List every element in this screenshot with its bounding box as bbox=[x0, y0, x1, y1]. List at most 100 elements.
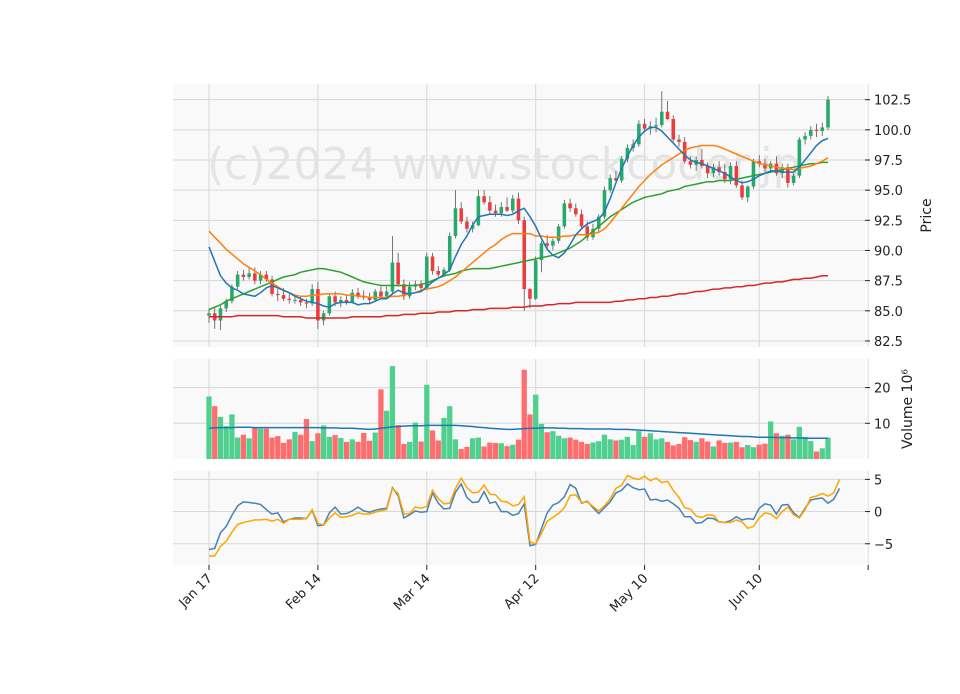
candle-down bbox=[671, 118, 676, 140]
volume-bar-down bbox=[521, 369, 527, 459]
volume-bar-up bbox=[424, 384, 430, 459]
volume-bar-up bbox=[441, 417, 447, 459]
volume-bar-up bbox=[384, 410, 390, 459]
volume-bar-up bbox=[596, 441, 602, 459]
candle-up bbox=[797, 139, 802, 176]
volume-bar-down bbox=[366, 440, 373, 459]
volume-bar-down bbox=[212, 406, 218, 459]
volume-bar-down bbox=[361, 432, 367, 459]
candle-up bbox=[235, 274, 240, 287]
candle-up bbox=[321, 313, 326, 321]
candle-down bbox=[585, 226, 590, 238]
candle-up bbox=[608, 178, 612, 191]
candle-down bbox=[814, 129, 819, 132]
candle-up bbox=[470, 225, 475, 229]
candle-up bbox=[539, 243, 544, 261]
price-axis-tick-label: 95.0 bbox=[874, 184, 903, 199]
candle-down bbox=[298, 299, 303, 303]
candle-down bbox=[493, 210, 498, 214]
volume-bar-up bbox=[406, 441, 413, 459]
candle-down bbox=[287, 298, 292, 300]
candle-down bbox=[774, 163, 779, 174]
candle-down bbox=[241, 274, 246, 278]
candle-up bbox=[407, 286, 412, 297]
candle-down bbox=[568, 203, 572, 209]
candle-up bbox=[809, 129, 813, 136]
candle-down bbox=[505, 207, 509, 211]
candle-down bbox=[522, 220, 527, 290]
volume-bar-down bbox=[682, 437, 688, 459]
candle-down bbox=[396, 262, 400, 285]
candle-up bbox=[562, 203, 567, 227]
candle-up bbox=[711, 167, 716, 174]
candle-up bbox=[791, 175, 796, 183]
volume-bar-down bbox=[487, 442, 493, 459]
candle-up bbox=[350, 292, 355, 303]
volume-bar-up bbox=[808, 441, 814, 459]
volume-bar-down bbox=[303, 419, 310, 459]
price-axis-tick-label: 87.5 bbox=[874, 275, 903, 290]
x-tick-label: Mar 14 bbox=[391, 571, 434, 614]
candle-down bbox=[281, 295, 286, 299]
candle-down bbox=[436, 270, 441, 275]
volume-bar-down bbox=[527, 414, 533, 459]
volume-bar-up bbox=[372, 432, 378, 459]
volume-bar-up bbox=[659, 438, 665, 459]
price-axis-label: Price bbox=[919, 198, 935, 232]
volume-bar-down bbox=[687, 440, 694, 459]
volume-bar-up bbox=[607, 439, 613, 459]
candle-down bbox=[356, 292, 360, 297]
volume-bar-up bbox=[802, 436, 808, 459]
volume-bar-up bbox=[550, 431, 556, 459]
volume-bar-up bbox=[389, 366, 396, 459]
volume-bar-up bbox=[533, 394, 539, 459]
x-tick-label: Jun 10 bbox=[726, 571, 766, 611]
volume-bar-up bbox=[653, 439, 659, 459]
volume-bar-up bbox=[338, 437, 344, 459]
candle-down bbox=[333, 296, 337, 303]
candle-down bbox=[705, 166, 710, 174]
volume-bar-up bbox=[601, 434, 608, 459]
candle-up bbox=[820, 127, 825, 132]
volume-bar-up bbox=[452, 439, 459, 459]
volume-bar-down bbox=[613, 440, 619, 459]
volume-bar-down bbox=[458, 449, 464, 459]
candle-down bbox=[677, 139, 681, 142]
volume-bar-down bbox=[429, 430, 436, 459]
volume-bar-down bbox=[315, 433, 321, 459]
volume-bar-up bbox=[292, 431, 298, 459]
candle-up bbox=[373, 291, 377, 300]
candle-down bbox=[688, 161, 693, 165]
volume-bar-up bbox=[510, 444, 516, 459]
ma50-line bbox=[208, 161, 828, 311]
volume-bar-down bbox=[544, 432, 550, 459]
x-tick-label: May 10 bbox=[607, 571, 651, 615]
candle-up bbox=[826, 99, 830, 128]
volume-bar-down bbox=[641, 436, 648, 459]
ma5-line bbox=[208, 126, 829, 308]
volume-bar-down bbox=[395, 425, 401, 459]
volume-bar-down bbox=[733, 441, 739, 459]
candle-down bbox=[574, 208, 578, 215]
volume-bar-down bbox=[280, 442, 287, 459]
volume-bar-down bbox=[739, 447, 745, 459]
candle-down bbox=[642, 123, 647, 129]
candle-down bbox=[786, 167, 790, 183]
volume-bar-down bbox=[756, 444, 762, 459]
candle-up bbox=[247, 273, 251, 278]
oscillator-axis-tick-label: 5 bbox=[874, 473, 882, 488]
volume-bar-down bbox=[378, 389, 384, 459]
oscillator-signal-line bbox=[209, 474, 841, 557]
volume-bar-down bbox=[813, 451, 820, 459]
candle-down bbox=[367, 297, 372, 300]
volume-bar-down bbox=[762, 443, 768, 459]
candle-down bbox=[430, 256, 435, 271]
volume-bar-up bbox=[745, 445, 751, 459]
volume-bar-up bbox=[229, 414, 235, 459]
candle-up bbox=[533, 260, 538, 299]
candle-down bbox=[757, 161, 761, 164]
volume-bar-up bbox=[768, 421, 774, 459]
oscillator-axis-tick-label: 0 bbox=[874, 506, 882, 521]
candle-down bbox=[482, 196, 486, 203]
volume-bar-up bbox=[779, 435, 785, 459]
